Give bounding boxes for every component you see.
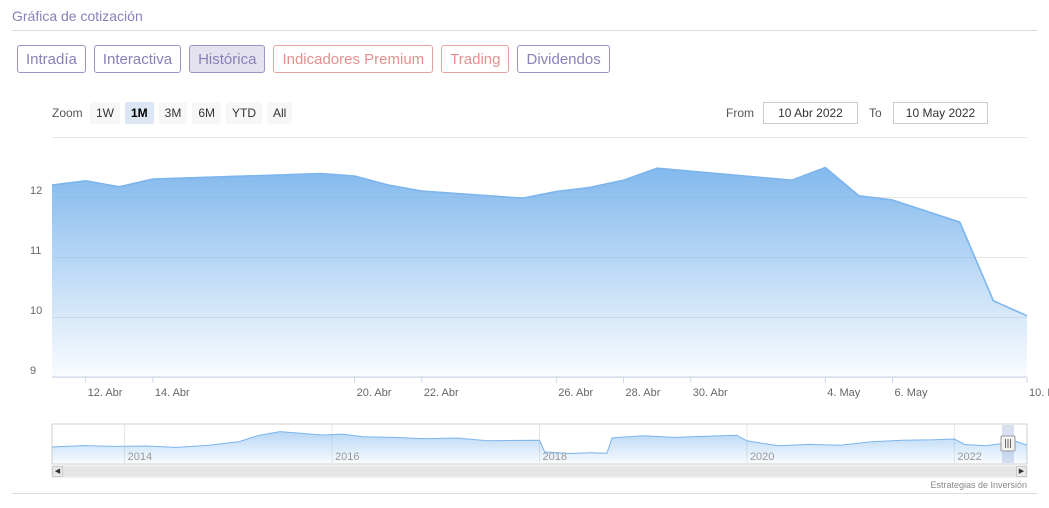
to-date-input[interactable]: 10 May 2022 [893, 102, 988, 124]
chart-tabs: Intradía Interactiva Histórica Indicadores … [17, 45, 610, 73]
price-line [51, 166, 1028, 317]
tab-indicadores-premium[interactable]: Indicadores Premium [273, 45, 434, 73]
to-label: To [869, 106, 882, 120]
x-tick-label: 6. May [895, 387, 929, 399]
navigator-area [52, 431, 1027, 463]
zoom-1m-button[interactable]: 1M [125, 102, 154, 124]
title-divider [12, 30, 1037, 31]
tab-histórica[interactable]: Histórica [189, 45, 266, 73]
chart-credit: Estrategias de Inversión [930, 480, 1027, 490]
navigator-year-label: 2014 [128, 451, 152, 463]
scroll-right-arrow-icon[interactable]: ▶ [1016, 466, 1027, 477]
tab-dividendos[interactable]: Dividendos [517, 45, 610, 73]
navigator-line [51, 431, 1028, 455]
x-tick-label: 10. May [1029, 387, 1049, 399]
price-area [52, 167, 1027, 377]
bottom-divider [12, 493, 1037, 494]
zoom-all-button[interactable]: All [267, 102, 293, 124]
zoom-3m-button[interactable]: 3M [158, 102, 188, 124]
tab-interactiva[interactable]: Interactiva [93, 45, 182, 73]
zoom-ytd-button[interactable]: YTD [226, 102, 263, 124]
x-tick-label: 28. Abr [626, 387, 661, 399]
navigator-frame [51, 423, 1028, 465]
y-tick-label: 11 [30, 245, 41, 257]
y-tick-label: 12 [30, 185, 42, 197]
chart-section-title: Gráfica de cotización [12, 8, 143, 24]
navigator-year-label: 2022 [957, 451, 981, 463]
scrollbar-thumb[interactable] [63, 467, 1016, 476]
x-tick-label: 30. Abr [693, 387, 728, 399]
tab-intradía[interactable]: Intradía [17, 45, 86, 73]
navigator-handle[interactable] [1000, 435, 1016, 452]
zoom-label: Zoom [52, 106, 83, 120]
x-tick-label: 20. Abr [357, 387, 392, 399]
x-tick-label: 22. Abr [424, 387, 459, 399]
x-tick-label: 12. Abr [88, 387, 123, 399]
x-tick-label: 4. May [827, 387, 861, 399]
x-tick-label: 26. Abr [558, 387, 593, 399]
from-date-input[interactable]: 10 Abr 2022 [763, 102, 858, 124]
zoom-6m-button[interactable]: 6M [192, 102, 222, 124]
navigator-year-label: 2020 [750, 451, 774, 463]
from-label: From [726, 106, 754, 120]
x-tick-label: 14. Abr [155, 387, 190, 399]
navigator-year-label: 2016 [335, 451, 359, 463]
tab-trading[interactable]: Trading [441, 45, 510, 73]
zoom-buttons: 1W 1M 3M 6M YTD All [90, 102, 293, 124]
zoom-1w-button[interactable]: 1W [90, 102, 120, 124]
navigator-year-label: 2018 [543, 451, 567, 463]
y-tick-label: 9 [30, 365, 36, 377]
y-tick-label: 10 [30, 305, 42, 317]
scroll-left-arrow-icon[interactable]: ◀ [52, 466, 63, 477]
